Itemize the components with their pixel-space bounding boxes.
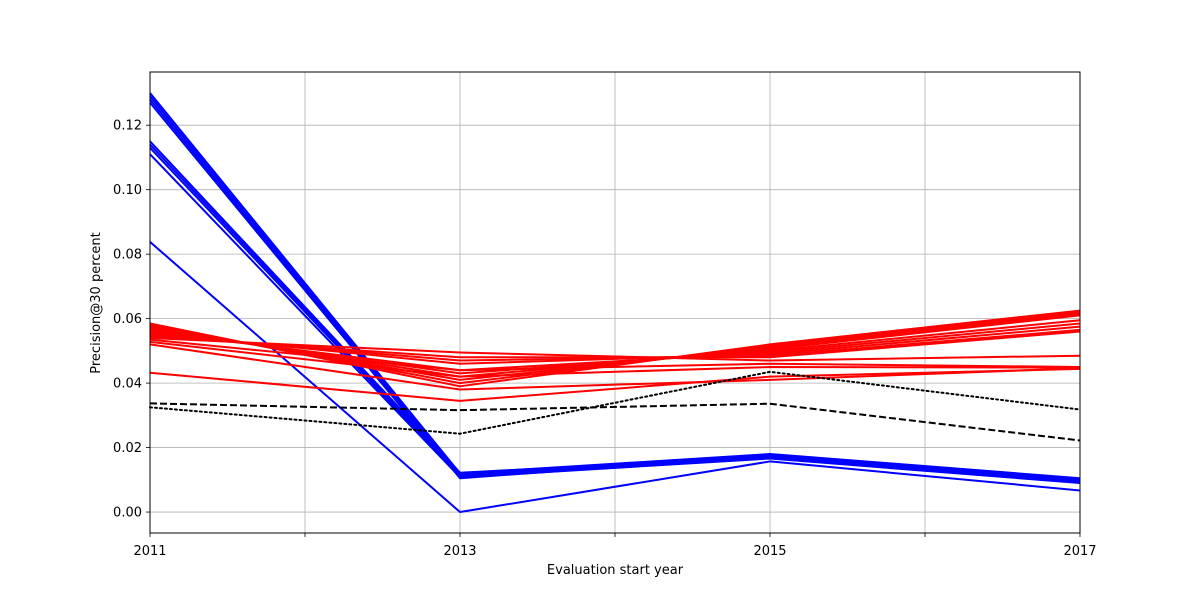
y-tick-label: 0.04 — [113, 377, 142, 392]
y-tick-label: 0.00 — [113, 506, 142, 521]
y-tick-label: 0.10 — [113, 183, 142, 198]
plot-area — [149, 92, 1081, 514]
x-axis-label: Evaluation start year — [547, 563, 684, 578]
x-axis: 2011 2013 2015 2017 — [133, 533, 1097, 559]
y-tick-label: 0.12 — [113, 119, 142, 134]
x-tick-label: 2017 — [1063, 544, 1096, 559]
series-line-22 — [149, 343, 1081, 391]
series-line-20 — [149, 338, 1081, 372]
y-axis-label: Precision@30 percent — [89, 232, 104, 373]
series-line-21 — [149, 340, 1081, 378]
series-line-15 — [149, 322, 1081, 372]
series-line-23 — [149, 367, 1081, 402]
y-axis: 0.00 0.02 0.04 0.06 0.08 0.10 0.12 — [113, 119, 150, 521]
series-line-9 — [149, 241, 1081, 514]
series-line-19 — [149, 336, 1081, 362]
x-tick-label: 2011 — [133, 544, 166, 559]
x-tick-label: 2015 — [753, 544, 786, 559]
series-line-24 — [149, 402, 1081, 442]
y-tick-label: 0.08 — [113, 248, 142, 263]
x-tick-label: 2013 — [443, 544, 476, 559]
series-line-25 — [149, 370, 1081, 435]
series-line-8 — [149, 153, 1081, 485]
y-tick-label: 0.06 — [113, 312, 142, 327]
y-tick-label: 0.02 — [113, 441, 142, 456]
grid-lines — [149, 72, 1081, 533]
